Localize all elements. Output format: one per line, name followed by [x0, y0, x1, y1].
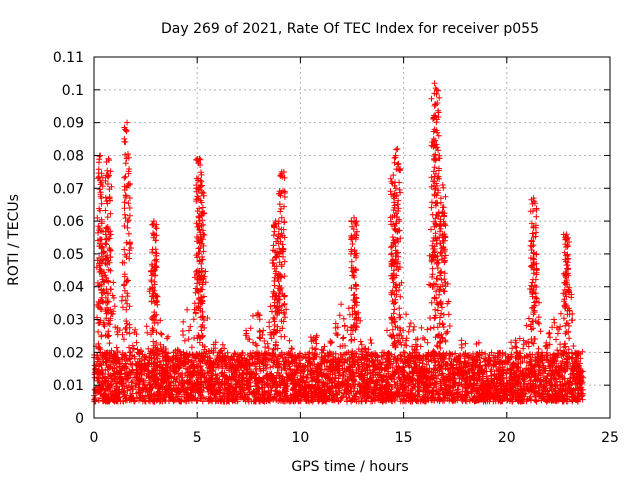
- peak-point: [278, 168, 285, 175]
- y-tick-label: 0.01: [53, 378, 84, 394]
- y-tick-label: 0.11: [53, 50, 84, 66]
- axis-ticks: [93, 56, 611, 419]
- peak-point: [196, 155, 203, 162]
- peak-point: [272, 218, 279, 225]
- peak-point: [563, 231, 570, 238]
- y-tick-label: 0.1: [62, 83, 84, 99]
- x-tick-label: 5: [193, 430, 202, 446]
- y-tick-label: 0.03: [53, 313, 84, 329]
- y-tick-label: 0.04: [53, 280, 84, 296]
- chart-title: Day 269 of 2021, Rate Of TEC Index for r…: [161, 21, 539, 37]
- x-tick-labels: 0 5 10 15 20 25: [90, 430, 619, 446]
- x-axis-label: GPS time / hours: [291, 459, 408, 475]
- plot-frame: [93, 56, 611, 419]
- x-tick-label: 25: [601, 430, 619, 446]
- y-tick-label: 0.02: [53, 345, 84, 361]
- peak-point: [351, 214, 358, 221]
- y-tick-labels: 0 0.01 0.02 0.03 0.04 0.05 0.06 0.07 0.08 0.09 0.1…: [53, 50, 84, 427]
- x-tick-label: 0: [90, 430, 99, 446]
- peak-point: [431, 80, 438, 87]
- peak-point: [198, 178, 205, 185]
- y-tick-label: 0.08: [53, 148, 84, 164]
- peak-point: [530, 195, 537, 202]
- y-tick-label: 0.05: [53, 247, 84, 263]
- y-tick-label: 0.06: [53, 214, 84, 230]
- y-tick-label: 0: [75, 411, 84, 427]
- y-axis-label: ROTI / TECUs: [6, 194, 22, 286]
- y-tick-label: 0.09: [53, 116, 84, 132]
- peak-point: [433, 86, 440, 93]
- peak-point: [439, 181, 446, 188]
- y-tick-label: 0.07: [53, 181, 84, 197]
- scatter-marks: [91, 85, 587, 405]
- peak-point: [124, 119, 131, 126]
- peak-point: [105, 155, 112, 162]
- x-tick-label: 10: [291, 430, 309, 446]
- peak-point: [394, 145, 401, 152]
- data-points: [91, 80, 587, 405]
- peak-point: [390, 172, 397, 179]
- peak-point: [150, 218, 157, 225]
- x-tick-label: 20: [498, 430, 516, 446]
- x-tick-label: 15: [395, 430, 413, 446]
